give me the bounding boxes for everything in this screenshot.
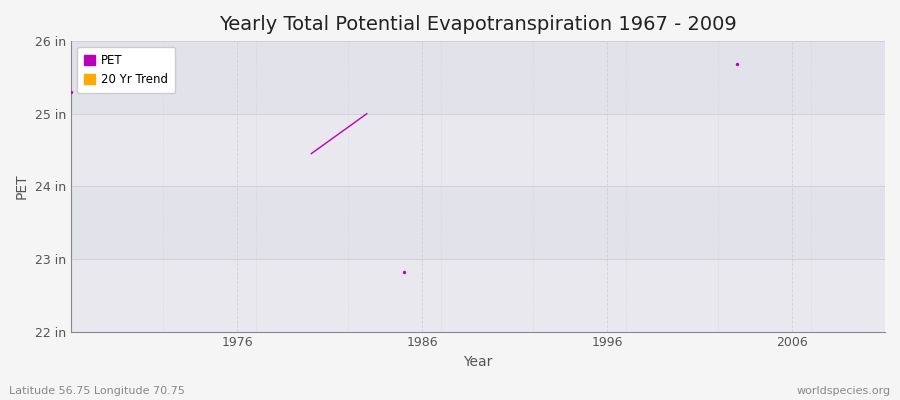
Bar [71, 186, 885, 259]
Legend: PET, 20 Yr Trend: PET, 20 Yr Trend [76, 47, 176, 93]
Y-axis label: PET: PET [15, 174, 29, 199]
Title: Yearly Total Potential Evapotranspiration 1967 - 2009: Yearly Total Potential Evapotranspiratio… [219, 15, 737, 34]
X-axis label: Year: Year [464, 355, 492, 369]
Point [397, 269, 411, 275]
Point [64, 89, 78, 95]
Bar [71, 114, 885, 186]
Text: Latitude 56.75 Longitude 70.75: Latitude 56.75 Longitude 70.75 [9, 386, 184, 396]
Bar [71, 41, 885, 114]
Text: worldspecies.org: worldspecies.org [796, 386, 891, 396]
Bar [71, 259, 885, 332]
Point [730, 61, 744, 68]
